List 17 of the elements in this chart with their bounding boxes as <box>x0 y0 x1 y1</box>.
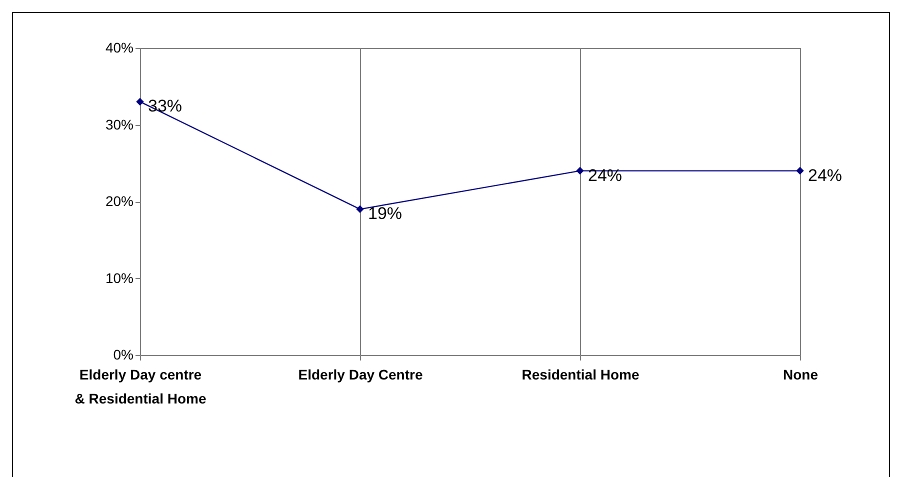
y-tick-label: 0% <box>113 346 134 362</box>
x-tick-label: Residential Home <box>522 366 640 382</box>
point <box>356 205 364 214</box>
data-label: 24% <box>588 166 622 185</box>
point <box>796 166 804 175</box>
y-tick-label: 30% <box>105 116 134 132</box>
point <box>576 166 584 175</box>
x-tick-label: None <box>783 366 818 382</box>
data-label: 19% <box>368 204 402 224</box>
point <box>136 98 144 106</box>
x-tick-label: Elderly Day Centre <box>298 366 423 382</box>
y-tick-label: 40% <box>105 40 134 56</box>
data-label: 33% <box>148 96 182 116</box>
data-label: 24% <box>808 166 842 185</box>
y-tick-label: 20% <box>105 193 134 209</box>
x-tick-label: Elderly Day centre & Residential Home <box>74 366 206 406</box>
y-tick-label: 10% <box>105 270 134 286</box>
